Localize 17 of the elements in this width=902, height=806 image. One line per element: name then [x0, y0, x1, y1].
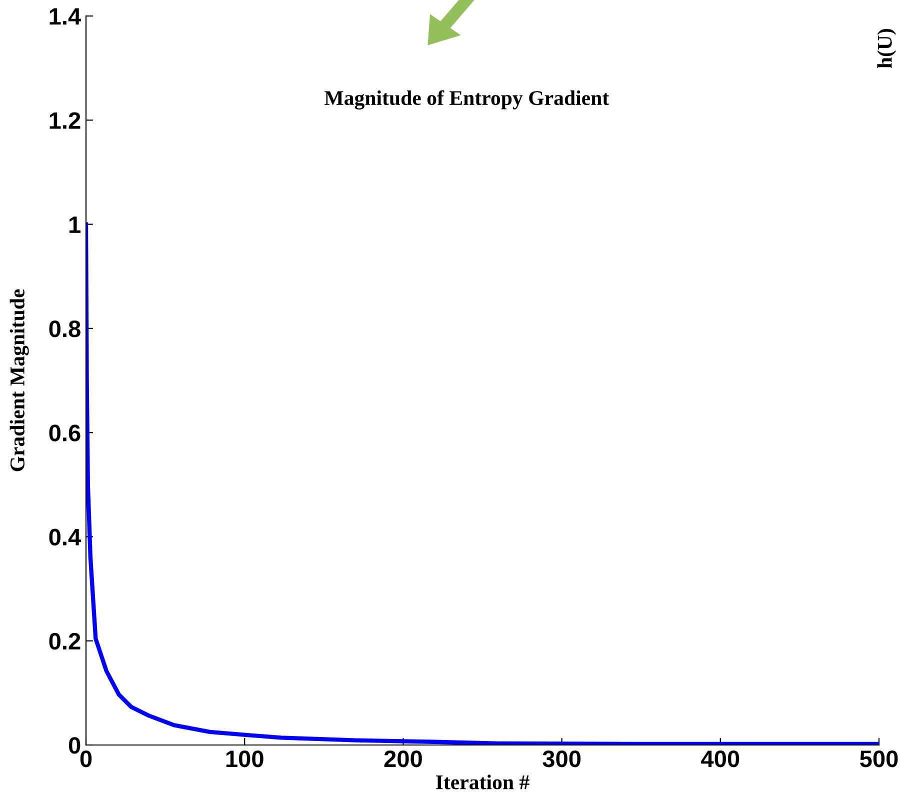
y-tick-label: 0: [68, 737, 80, 754]
x-tick-label: 500: [860, 750, 898, 768]
annotation: h(U): [877, 29, 896, 68]
y-tick-label: 0.6: [49, 424, 80, 442]
y-tick-label: 0.8: [49, 320, 80, 338]
x-tick-label: 200: [384, 750, 422, 768]
text: Magnitude of Entropy Gradient: [324, 90, 610, 110]
x-axis-title: Iteration #: [436, 774, 530, 790]
x-tick-label: 100: [226, 750, 264, 768]
y-tick-label: 1.4: [50, 8, 82, 25]
y-tick-label: 0.4: [49, 528, 82, 546]
y-tick-label: 0.2: [49, 632, 80, 650]
y-tick-label: 1.2: [50, 112, 80, 129]
y-tick-label: 1: [69, 216, 80, 233]
x-tick-label: 400: [701, 750, 740, 768]
x-tick-label: 300: [542, 750, 581, 768]
y-axis-title: Gradient Magnitude: [10, 289, 29, 472]
